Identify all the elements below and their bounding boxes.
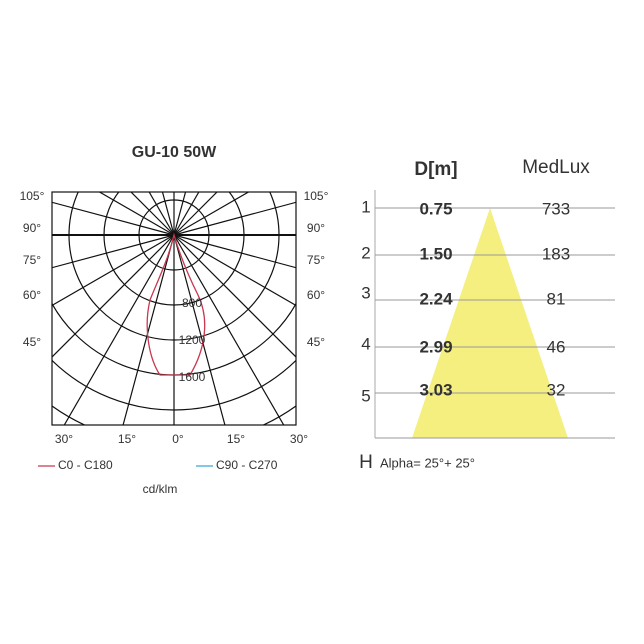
light-cone	[412, 208, 568, 438]
illuminance: 32	[547, 380, 566, 399]
legend-label: C90 - C270	[216, 458, 278, 472]
row-index: 3	[361, 283, 370, 302]
grid-ray	[173, 234, 296, 307]
illuminance: 733	[542, 199, 570, 218]
angle-label: 45°	[307, 335, 325, 349]
cone-rows: 1 0.75 733 2 1.50 183 3 2.24 81 4 2.99 46 5 3.03 32	[361, 197, 615, 439]
distance: 1.50	[419, 244, 452, 263]
distance: 3.03	[419, 380, 452, 399]
grid-ray	[52, 234, 175, 269]
radial-label: 800	[182, 296, 202, 310]
grid-ray	[63, 234, 175, 425]
polar-frame	[51, 191, 297, 426]
angle-label: 75°	[307, 253, 325, 267]
grid-ray	[52, 234, 175, 358]
grid-ray	[122, 234, 175, 425]
angle-label: 30°	[290, 432, 308, 446]
unit-label: cd/klm	[143, 482, 178, 496]
angle-label: 60°	[23, 288, 41, 302]
header: MedLux	[522, 157, 590, 178]
illuminance: 46	[547, 337, 566, 356]
row-index: 4	[361, 334, 370, 353]
angle-label: 90°	[307, 221, 325, 235]
grid-ray	[52, 234, 175, 307]
grid-ray	[173, 201, 296, 236]
distance: 2.99	[419, 337, 452, 356]
illuminance: 183	[542, 244, 570, 263]
angle-label: 60°	[307, 288, 325, 302]
c0-c180-curve	[146, 232, 206, 376]
angle-label: 15°	[227, 432, 245, 446]
radial-label: 1600	[179, 370, 206, 384]
angle-label: 90°	[23, 221, 41, 235]
distance: 2.24	[419, 289, 453, 308]
header: D[m]	[414, 159, 457, 180]
angle-label: 105°	[20, 189, 45, 203]
grid-ray	[52, 201, 175, 236]
grid-ray	[98, 192, 175, 236]
illuminance: 81	[547, 289, 566, 308]
legend-label: C0 - C180	[58, 458, 113, 472]
angle-label: 105°	[304, 189, 329, 203]
polar-grid	[52, 192, 296, 425]
footer-symbol: H	[359, 452, 373, 473]
row-index: 1	[361, 197, 370, 216]
angle-label: 15°	[118, 432, 136, 446]
grid-ray	[173, 234, 285, 425]
polar-title: GU-10 50W	[132, 144, 217, 161]
angle-label: 30°	[55, 432, 73, 446]
grid-ray	[173, 234, 296, 358]
footer-text: Alpha= 25°+ 25°	[380, 455, 475, 470]
angle-label: 0°	[172, 432, 184, 446]
row-index: 5	[361, 386, 370, 405]
polar-labels: 105° 90° 75° 60° 45° 105° 90° 75° 60° 45° 30° 15° 0°…	[20, 189, 329, 446]
row-index: 2	[361, 243, 370, 262]
grid-ray	[173, 192, 250, 236]
angle-label: 45°	[23, 335, 41, 349]
grid-ray	[173, 234, 296, 269]
distance: 0.75	[419, 199, 452, 218]
radial-label: 1200	[179, 333, 206, 347]
grid-ray	[173, 234, 226, 425]
angle-label: 75°	[23, 253, 41, 267]
